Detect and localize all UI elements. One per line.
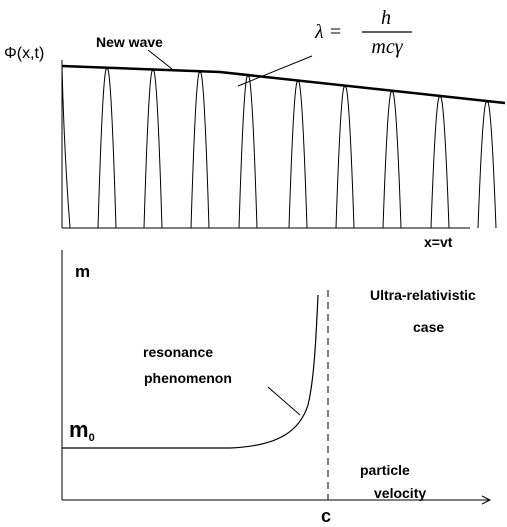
bottom-panel bbox=[61, 250, 492, 505]
curve-label: phenomenon bbox=[144, 370, 232, 386]
y-label: m bbox=[75, 262, 90, 281]
case-label: case bbox=[413, 319, 444, 335]
curve-label: resonance bbox=[143, 344, 213, 360]
pointer bbox=[147, 49, 173, 70]
pointer bbox=[237, 55, 313, 87]
x-label: velocity bbox=[374, 485, 426, 501]
wave-arches bbox=[61, 65, 497, 229]
formula-lhs: λ = bbox=[314, 21, 342, 43]
limit-label: c bbox=[321, 506, 331, 526]
envelope bbox=[61, 64, 506, 105]
arrow-head bbox=[481, 495, 492, 505]
rest-mass-subscript: 0 bbox=[89, 432, 95, 444]
formula: λ = h mcγ bbox=[314, 7, 412, 58]
rest-mass-label: m0 bbox=[69, 417, 95, 444]
x-label: particle bbox=[360, 462, 410, 478]
top-panel bbox=[61, 49, 506, 229]
formula-denominator: mcγ bbox=[371, 36, 403, 58]
pointer bbox=[267, 386, 301, 416]
mass-curve bbox=[62, 294, 319, 449]
wave-label: New wave bbox=[96, 34, 163, 50]
case-label: Ultra-relativistic bbox=[370, 287, 476, 303]
formula-numerator: h bbox=[381, 7, 391, 29]
rest-mass-base: m bbox=[69, 417, 89, 442]
y-label: Φ(x,t) bbox=[4, 45, 44, 62]
x-label: x=vt bbox=[424, 234, 453, 250]
